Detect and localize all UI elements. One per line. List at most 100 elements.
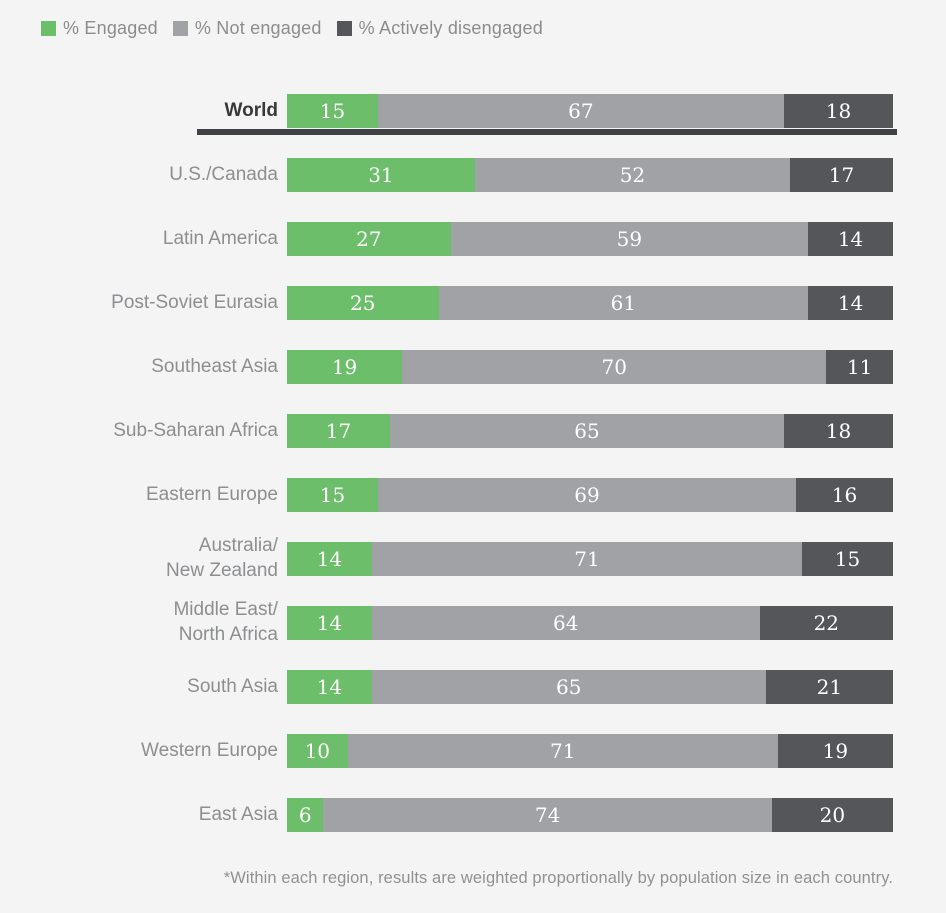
bar-segment: 15	[287, 94, 378, 128]
segment-value: 21	[816, 675, 843, 699]
chart-row: Post-Soviet Eurasia 25 61 14	[0, 271, 893, 335]
bar-segment: 61	[438, 286, 809, 320]
chart-footnote: *Within each region, results are weighte…	[223, 869, 893, 887]
bar-segment: 17	[287, 414, 391, 448]
category-label: Western Europe	[141, 739, 278, 761]
legend-item: % Engaged	[41, 18, 158, 39]
bar-segment: 65	[371, 670, 766, 704]
bar-segment: 52	[474, 158, 790, 192]
segment-value: 71	[574, 547, 600, 571]
bar-segment: 31	[287, 158, 475, 192]
segment-value: 14	[316, 675, 343, 699]
category-label: World	[224, 99, 278, 121]
stacked-bar: 17 65 18	[287, 414, 893, 448]
stacked-bar: 25 61 14	[287, 286, 893, 320]
segment-value: 65	[574, 419, 600, 443]
bar-segment: 6	[287, 798, 324, 832]
chart-legend: % Engaged % Not engaged % Actively disenga…	[41, 18, 543, 39]
category-label: South Asia	[187, 675, 278, 697]
segment-value: 17	[325, 419, 352, 443]
bar-segment: 15	[802, 542, 893, 576]
chart-row: Australia/ New Zealand 14 71 15	[0, 527, 893, 591]
bar-segment: 17	[789, 158, 893, 192]
category-label: Southeast Asia	[151, 355, 278, 377]
bar-segment: 14	[808, 222, 893, 256]
bar-segment: 10	[287, 734, 348, 768]
segment-value: 10	[304, 739, 331, 763]
segment-value: 65	[556, 675, 582, 699]
bar-segment: 65	[390, 414, 784, 448]
chart-row: East Asia 6 74 20	[0, 783, 893, 847]
bar-segment: 14	[287, 542, 372, 576]
segment-value: 59	[616, 227, 643, 251]
category-label: Middle East/ North Africa	[173, 599, 278, 645]
segment-value: 15	[834, 547, 861, 571]
bar-segment: 25	[287, 286, 439, 320]
segment-value: 19	[822, 739, 849, 763]
segment-value: 18	[825, 419, 852, 443]
category-label: Latin America	[162, 227, 278, 249]
stacked-bar: 10 71 19	[287, 734, 893, 768]
bar-segment: 14	[808, 286, 893, 320]
segment-value: 20	[819, 803, 846, 827]
category-label: Post-Soviet Eurasia	[111, 291, 278, 313]
bar-segment: 71	[371, 542, 803, 576]
segment-value: 71	[549, 739, 576, 763]
bar-segment: 21	[765, 670, 893, 704]
bar-segment: 67	[377, 94, 784, 128]
stacked-bar: 15 67 18	[287, 94, 893, 128]
stacked-bar: 27 59 14	[287, 222, 893, 256]
legend-label: % Not engaged	[194, 18, 322, 38]
segment-value: 19	[331, 355, 358, 379]
stacked-bar: 14 71 15	[287, 542, 893, 576]
chart-row: Sub-Saharan Africa 17 65 18	[0, 399, 893, 463]
segment-value: 64	[553, 611, 579, 635]
segment-value: 15	[319, 483, 346, 507]
stacked-bar: 6 74 20	[287, 798, 893, 832]
legend-item: % Not engaged	[172, 18, 322, 39]
bar-segment: 16	[796, 478, 893, 512]
bar-segment: 14	[287, 670, 372, 704]
stacked-bar: 31 52 17	[287, 158, 893, 192]
segment-value: 61	[610, 291, 637, 315]
chart-row: U.S./Canada 31 52 17	[0, 143, 893, 207]
segment-value: 15	[319, 99, 346, 123]
bar-segment: 18	[783, 414, 893, 448]
segment-value: 74	[534, 803, 561, 827]
stacked-bar: 14 65 21	[287, 670, 893, 704]
segment-value: 67	[568, 99, 594, 123]
segment-value: 14	[316, 611, 343, 635]
category-label: Australia/ New Zealand	[166, 535, 278, 581]
bar-segment: 71	[347, 734, 778, 768]
chart-row: Western Europe 10 71 19	[0, 719, 893, 783]
segment-value: 11	[846, 355, 873, 379]
bar-segment: 14	[287, 606, 372, 640]
chart-row: South Asia 14 65 21	[0, 655, 893, 719]
segment-value: 18	[825, 99, 852, 123]
segment-value: 70	[601, 355, 627, 379]
chart-row: World 15 67 18	[0, 79, 897, 143]
category-label: Sub-Saharan Africa	[113, 419, 278, 441]
legend-item: % Actively disengaged	[336, 18, 543, 39]
stacked-bar: 15 69 16	[287, 478, 893, 512]
segment-value: 25	[350, 291, 376, 315]
bar-segment: 64	[371, 606, 760, 640]
segment-value: 52	[619, 163, 646, 187]
chart-row: Middle East/ North Africa 14 64 22	[0, 591, 893, 655]
stacked-bar: 14 64 22	[287, 606, 893, 640]
chart-rows: World 15 67 18 U.S./Canada 31 52 17 Latin Americ…	[0, 79, 897, 847]
legend-label: % Actively disengaged	[358, 18, 543, 38]
segment-value: 17	[828, 163, 855, 187]
segment-value: 14	[837, 291, 864, 315]
bar-segment: 69	[377, 478, 797, 512]
segment-value: 6	[298, 803, 312, 827]
segment-value: 14	[316, 547, 343, 571]
category-label: East Asia	[198, 803, 278, 825]
bar-segment: 70	[402, 350, 827, 384]
world-underline	[197, 129, 897, 135]
bar-segment: 20	[771, 798, 893, 832]
legend-swatch-icon	[336, 21, 352, 36]
bar-segment: 15	[287, 478, 378, 512]
segment-value: 22	[813, 611, 840, 635]
